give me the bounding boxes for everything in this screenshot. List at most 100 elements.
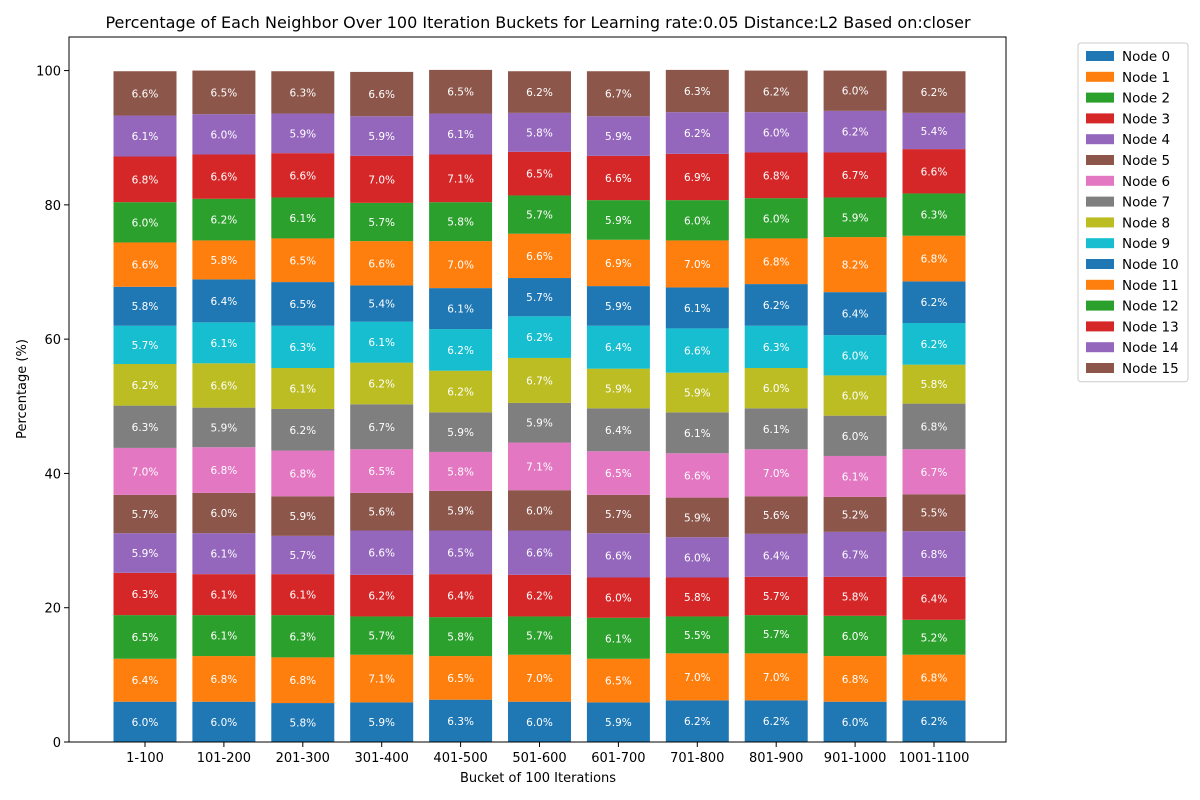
data-label: 5.8%: [211, 255, 238, 267]
data-label: 6.0%: [526, 505, 553, 517]
bar-segment: [113, 494, 177, 534]
data-label: 6.7%: [842, 549, 869, 561]
data-label: 6.7%: [921, 467, 948, 479]
legend-swatch: [1086, 259, 1114, 269]
bar-segment: [744, 615, 808, 654]
data-label: 7.1%: [526, 461, 553, 473]
data-label: 6.1%: [289, 213, 316, 225]
bar-segment: [665, 372, 729, 413]
bar-segment: [271, 325, 335, 369]
data-label: 6.4%: [605, 425, 632, 437]
bar-segment: [429, 154, 493, 203]
bar-segment: [902, 494, 966, 532]
bar-segment: [744, 653, 808, 701]
bar-segment: [508, 402, 571, 443]
data-label: 6.5%: [211, 87, 238, 99]
legend-swatch: [1086, 300, 1114, 311]
data-label: 6.6%: [211, 380, 238, 392]
bar-segment: [113, 447, 177, 495]
data-label: 5.2%: [921, 632, 948, 644]
data-label: 7.0%: [368, 174, 395, 186]
data-label: 5.9%: [447, 427, 474, 439]
plot-frame: [68, 36, 1007, 743]
bar-segment: [823, 335, 887, 376]
data-label: 5.7%: [132, 509, 159, 521]
bar-segment: [350, 404, 414, 450]
bar-segment: [823, 70, 887, 111]
data-label: 6.2%: [921, 297, 948, 309]
data-label: 6.1%: [447, 304, 474, 316]
bar-segment: [665, 412, 729, 454]
data-label: 6.1%: [211, 338, 238, 350]
data-label: 6.0%: [842, 631, 869, 643]
data-label: 6.1%: [684, 428, 711, 440]
data-label: 5.8%: [447, 632, 474, 644]
bar-segment: [508, 616, 571, 655]
bar-segment: [113, 658, 177, 702]
data-label: 6.6%: [368, 89, 395, 101]
data-label: 5.9%: [368, 131, 395, 143]
data-label: 6.4%: [921, 593, 948, 605]
data-label: 6.6%: [684, 346, 711, 358]
legend-swatch: [1086, 196, 1114, 207]
legend-swatch: [1086, 155, 1114, 165]
data-label: 6.4%: [842, 309, 869, 321]
data-label: 6.1%: [211, 590, 238, 602]
bar-segment: [823, 110, 887, 153]
bar-segment: [586, 533, 650, 578]
bar-segment: [192, 407, 256, 448]
data-label: 5.9%: [526, 418, 553, 430]
data-label: 5.5%: [921, 508, 948, 520]
bar-segment: [823, 455, 887, 497]
bar-segment: [350, 654, 414, 703]
data-label: 6.5%: [447, 87, 474, 99]
legend-swatch: [1086, 113, 1114, 124]
y-tick-label: 0: [53, 736, 61, 751]
bar-segment: [192, 615, 256, 657]
legend-item-label: Node 6: [1122, 174, 1170, 190]
bar-segment: [192, 533, 256, 575]
bar-segment: [350, 285, 414, 322]
data-label: 6.0%: [132, 217, 159, 229]
data-label: 6.2%: [921, 716, 948, 728]
data-label: 6.6%: [526, 251, 553, 263]
legend: Node 0 Node 1 Node 2 Node 3 Node 4 Node 5 Node…: [1077, 42, 1189, 383]
data-label: 6.7%: [526, 375, 553, 387]
data-label: 6.2%: [526, 591, 553, 603]
data-label: 6.1%: [605, 633, 632, 645]
data-label: 6.6%: [289, 170, 316, 182]
data-label: 6.2%: [921, 339, 948, 351]
data-label: 6.1%: [684, 303, 711, 315]
bar-segment: [902, 323, 966, 365]
data-label: 6.2%: [684, 128, 711, 140]
data-label: 6.0%: [132, 717, 159, 729]
data-label: 6.3%: [289, 87, 316, 99]
data-label: 5.7%: [132, 340, 159, 352]
data-label: 6.7%: [842, 170, 869, 182]
data-label: 6.0%: [842, 391, 869, 403]
data-label: 6.6%: [368, 548, 395, 560]
legend-item-label: Node 1: [1122, 70, 1170, 86]
bar-segment: [113, 115, 177, 157]
bar-segment: [823, 576, 887, 616]
data-label: 6.6%: [368, 258, 395, 270]
bar-segment: [192, 492, 256, 534]
legend-item-label: Node 5: [1122, 153, 1170, 169]
bar-segment: [113, 242, 177, 287]
bar-segment: [902, 531, 966, 577]
bar-segment: [902, 654, 966, 701]
data-label: 5.4%: [921, 126, 948, 138]
data-label: 6.0%: [605, 593, 632, 605]
data-label: 5.4%: [368, 299, 395, 311]
legend-swatch: [1086, 175, 1114, 186]
bar-segment: [665, 328, 729, 373]
bar-segment: [665, 616, 729, 654]
bar-segment: [744, 70, 808, 113]
bar-segment: [508, 357, 571, 403]
data-label: 6.6%: [605, 550, 632, 562]
data-label: 6.2%: [289, 425, 316, 437]
data-label: 6.9%: [605, 258, 632, 270]
bar-segment: [665, 69, 729, 113]
data-label: 6.8%: [921, 421, 948, 433]
bar-segment: [744, 325, 808, 369]
